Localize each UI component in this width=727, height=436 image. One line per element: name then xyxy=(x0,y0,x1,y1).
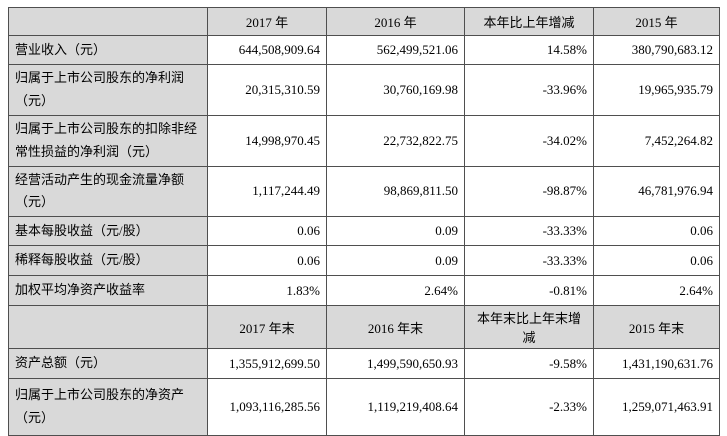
column-header-2017-year-end: 2017 年末 xyxy=(207,305,327,349)
column-header-2017: 2017 年 xyxy=(207,7,327,36)
cell-2015: 380,790,683.12 xyxy=(593,35,720,65)
cell-2015: 19,965,935.79 xyxy=(593,64,720,116)
cell-2016: 22,732,822.75 xyxy=(326,115,465,167)
column-header-2016: 2016 年 xyxy=(326,7,465,36)
table-row-total-assets: 资产总额（元） 1,355,912,699.50 1,499,590,650.9… xyxy=(8,348,720,379)
cell-change: -33.33% xyxy=(464,216,594,246)
row-label: 归属于上市公司股东的净利润（元） xyxy=(8,64,208,116)
header-empty-cell xyxy=(8,7,208,36)
row-label: 营业收入（元） xyxy=(8,35,208,65)
cell-2017: 14,998,970.45 xyxy=(207,115,327,167)
cell-2016: 0.09 xyxy=(326,216,465,246)
column-header-2015-year-end: 2015 年末 xyxy=(593,305,720,349)
row-label: 基本每股收益（元/股） xyxy=(8,216,208,246)
row-label: 资产总额（元） xyxy=(8,348,208,379)
cell-2015: 2.64% xyxy=(593,275,720,306)
cell-2015: 7,452,264.82 xyxy=(593,115,720,167)
cell-2017: 1,093,116,285.56 xyxy=(207,378,327,436)
financial-summary-table: 2017 年 2016 年 本年比上年增减 2015 年 营业收入（元） 644… xyxy=(8,7,720,436)
cell-change: -0.81% xyxy=(464,275,594,306)
cell-2016: 98,869,811.50 xyxy=(326,165,465,217)
cell-change: -2.33% xyxy=(464,378,594,436)
table-row-basic-eps: 基本每股收益（元/股） 0.06 0.09 -33.33% 0.06 xyxy=(8,216,720,246)
cell-2015: 0.06 xyxy=(593,245,720,276)
table-row-net-profit: 归属于上市公司股东的净利润（元） 20,315,310.59 30,760,16… xyxy=(8,64,720,116)
row-label: 归属于上市公司股东的净资产（元） xyxy=(8,378,208,436)
table-row-operating-cash-flow: 经营活动产生的现金流量净额（元） 1,117,244.49 98,869,811… xyxy=(8,165,720,217)
cell-2017: 0.06 xyxy=(207,216,327,246)
cell-change: -33.96% xyxy=(464,64,594,116)
cell-2017: 0.06 xyxy=(207,245,327,276)
cell-2016: 1,499,590,650.93 xyxy=(326,348,465,379)
cell-2016: 30,760,169.98 xyxy=(326,64,465,116)
table-row-revenue: 营业收入（元） 644,508,909.64 562,499,521.06 14… xyxy=(8,35,720,65)
cell-2017: 20,315,310.59 xyxy=(207,64,327,116)
column-header-yoy-change: 本年比上年增减 xyxy=(464,7,594,36)
row-label: 经营活动产生的现金流量净额（元） xyxy=(8,165,208,217)
cell-change: -98.87% xyxy=(464,165,594,217)
column-header-year-end-change: 本年末比上年末增减 xyxy=(464,305,594,349)
column-header-2015: 2015 年 xyxy=(593,7,720,36)
cell-change: -34.02% xyxy=(464,115,594,167)
header-empty-cell xyxy=(8,305,208,349)
column-header-2016-year-end: 2016 年末 xyxy=(326,305,465,349)
cell-change: -33.33% xyxy=(464,245,594,276)
table-row-weighted-avg-roe: 加权平均净资产收益率 1.83% 2.64% -0.81% 2.64% xyxy=(8,275,720,306)
table-row-net-profit-after-nonrecurring: 归属于上市公司股东的扣除非经常性损益的净利润（元） 14,998,970.45 … xyxy=(8,115,720,167)
row-label: 加权平均净资产收益率 xyxy=(8,275,208,306)
cell-2015: 1,259,071,463.91 xyxy=(593,378,720,436)
cell-2017: 644,508,909.64 xyxy=(207,35,327,65)
cell-2017: 1,117,244.49 xyxy=(207,165,327,217)
cell-change: 14.58% xyxy=(464,35,594,65)
cell-2016: 2.64% xyxy=(326,275,465,306)
cell-2015: 0.06 xyxy=(593,216,720,246)
cell-2015: 46,781,976.94 xyxy=(593,165,720,217)
cell-2016: 1,119,219,408.64 xyxy=(326,378,465,436)
cell-2016: 0.09 xyxy=(326,245,465,276)
cell-2016: 562,499,521.06 xyxy=(326,35,465,65)
cell-2017: 1.83% xyxy=(207,275,327,306)
cell-2015: 1,431,190,631.76 xyxy=(593,348,720,379)
row-label: 归属于上市公司股东的扣除非经常性损益的净利润（元） xyxy=(8,115,208,167)
annual-header-row: 2017 年 2016 年 本年比上年增减 2015 年 xyxy=(8,7,720,36)
year-end-header-row: 2017 年末 2016 年末 本年末比上年末增减 2015 年末 xyxy=(8,305,720,349)
row-label: 稀释每股收益（元/股） xyxy=(8,245,208,276)
table-row-diluted-eps: 稀释每股收益（元/股） 0.06 0.09 -33.33% 0.06 xyxy=(8,245,720,276)
cell-2017: 1,355,912,699.50 xyxy=(207,348,327,379)
table-row-net-assets: 归属于上市公司股东的净资产（元） 1,093,116,285.56 1,119,… xyxy=(8,378,720,436)
cell-change: -9.58% xyxy=(464,348,594,379)
